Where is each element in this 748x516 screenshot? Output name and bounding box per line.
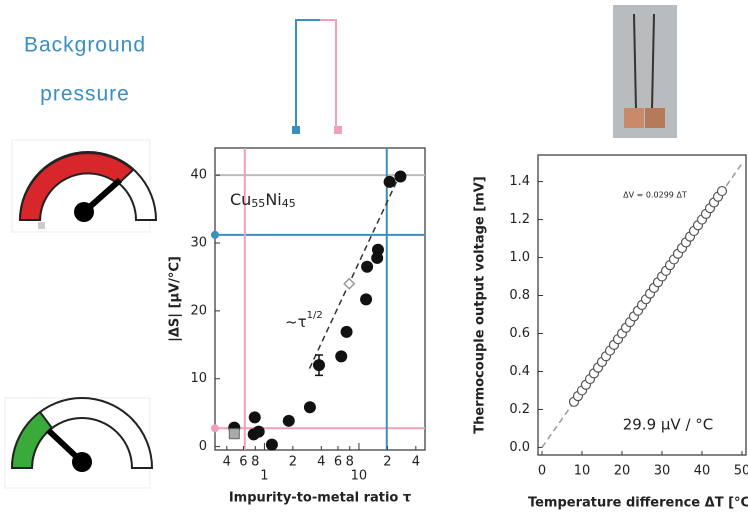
y-tick-label: 40 (190, 168, 207, 183)
data-point (265, 438, 278, 451)
alloy-label-part: 45 (282, 197, 296, 210)
data-point (340, 325, 353, 338)
data-point (335, 350, 348, 363)
alloy-label-part: Cu (230, 190, 251, 209)
marker-diamond (343, 277, 356, 290)
heading: pressure (40, 83, 130, 106)
annotation: ΔV = 0.0299 ΔT (623, 191, 687, 200)
x-tick-label: 6 (334, 455, 342, 470)
y-tick-label: 0 (199, 439, 207, 454)
gauge-low (4, 397, 154, 489)
x-tick-label: 8 (251, 455, 259, 470)
y-tick-label: 1.2 (509, 212, 530, 227)
x-tick-label: 10 (351, 469, 368, 484)
annotation: ~τ1/2 (285, 310, 323, 331)
x-tick-label: 4 (412, 455, 420, 470)
annotation-sup: 1/2 (307, 310, 323, 321)
y-axis-label: Thermocouple output voltage [mV] (473, 176, 488, 434)
data-point (282, 414, 295, 427)
fit-line (308, 171, 402, 369)
y-tick-label: 1.0 (509, 250, 530, 265)
y-tick-label: 0.8 (509, 288, 530, 303)
annotation: 29.9 μV / °C (623, 416, 714, 434)
x-tick-label: 8 (346, 455, 354, 470)
x-tick-label: 4 (317, 455, 325, 470)
axis-marker (211, 230, 219, 239)
y-tick-label: 0.0 (509, 440, 530, 455)
data-point (360, 293, 373, 306)
y-tick-label: 20 (190, 303, 207, 318)
x-tick-label: 10 (574, 464, 591, 479)
x-tick-label: 6 (239, 455, 247, 470)
data-point (716, 185, 728, 197)
x-tick-label: 20 (614, 464, 631, 479)
y-tick-label: 1.4 (509, 174, 530, 189)
y-tick-label: 10 (190, 371, 207, 386)
axis-marker (211, 424, 219, 433)
heading: Background (24, 34, 146, 57)
plot-frame (214, 147, 426, 451)
y-tick-label: 0.4 (509, 364, 530, 379)
data-point (371, 243, 384, 256)
alloy-label-part: Ni (265, 190, 281, 209)
data-point (383, 175, 396, 188)
pulse-diagram (292, 19, 342, 134)
x-axis-label: Temperature difference ΔT [°C] (528, 496, 748, 511)
x-tick-label: 0 (538, 464, 546, 479)
data-point (394, 170, 407, 183)
y-tick-label: 30 (190, 236, 207, 251)
alloy-label-part: 55 (251, 197, 265, 210)
data-point (303, 401, 316, 414)
data-point (313, 359, 326, 372)
x-tick-label: 30 (654, 464, 671, 479)
x-tick-label: 2 (383, 455, 391, 470)
x-tick-label: 40 (694, 464, 711, 479)
x-tick-label: 2 (289, 455, 297, 470)
data-point (252, 425, 265, 438)
data-point (361, 260, 374, 273)
marker-square (228, 428, 240, 440)
alloy-label: Cu55Ni45 (230, 190, 296, 211)
y-tick-label: 0.2 (509, 402, 530, 417)
sample-photo (613, 5, 677, 138)
gauge-high (11, 139, 158, 233)
data-point (248, 411, 261, 424)
x-axis-label: Impurity-to-metal ratio τ (229, 491, 411, 506)
x-tick-label: 1 (260, 469, 268, 484)
annotation-text: ~τ (285, 313, 307, 331)
plot-frame (537, 154, 747, 456)
y-tick-label: 0.6 (509, 326, 530, 341)
x-tick-label: 50 (734, 464, 748, 479)
y-axis-label: |ΔS| [μV/°C] (168, 256, 183, 342)
x-tick-label: 4 (223, 455, 231, 470)
